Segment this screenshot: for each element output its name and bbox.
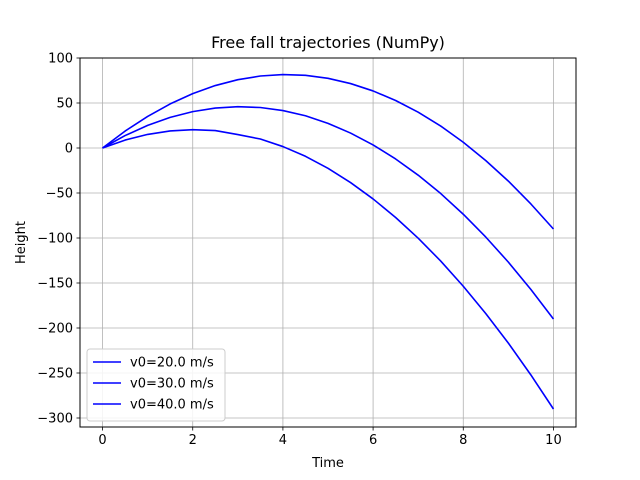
series-line-2 xyxy=(102,105,555,320)
grid-layer xyxy=(80,57,576,427)
y-tick-label: 100 xyxy=(48,52,73,67)
legend-label: v0=40.0 m/s xyxy=(130,398,214,413)
y-axis-label: Height xyxy=(14,221,29,264)
plot-frame xyxy=(79,57,577,428)
y-tick-label: −50 xyxy=(46,187,73,202)
legend-label: v0=20.0 m/s xyxy=(130,356,214,371)
x-tick-label: 0 xyxy=(98,433,106,448)
chart-title: Free fall trajectories (NumPy) xyxy=(211,33,445,52)
tick-layer: 0 2 4 6 8 10 100 50 0 −50 −100 −150 −200 −250 −300 xyxy=(37,52,561,449)
x-tick-label: 8 xyxy=(459,433,467,448)
y-tick-label: 50 xyxy=(56,97,73,112)
y-tick-label: −250 xyxy=(37,367,73,382)
y-tick-label: 0 xyxy=(65,142,73,157)
x-tick-label: 10 xyxy=(545,433,562,448)
x-axis-label: Time xyxy=(311,456,344,471)
legend-box xyxy=(86,348,226,422)
x-tick-label: 2 xyxy=(189,433,197,448)
series-layer xyxy=(102,73,555,410)
y-tick-label: −150 xyxy=(37,277,73,292)
y-tick-label: −100 xyxy=(37,232,73,247)
y-tick-label: −200 xyxy=(37,322,73,337)
series-line-1 xyxy=(102,128,555,410)
series-line-3 xyxy=(102,73,555,230)
x-tick-label: 4 xyxy=(279,433,287,448)
x-tick-label: 6 xyxy=(369,433,377,448)
legend-label: v0=30.0 m/s xyxy=(130,377,214,392)
y-tick-label: −300 xyxy=(37,412,73,427)
legend: v0=20.0 m/s v0=30.0 m/s v0=40.0 m/s xyxy=(86,348,226,422)
